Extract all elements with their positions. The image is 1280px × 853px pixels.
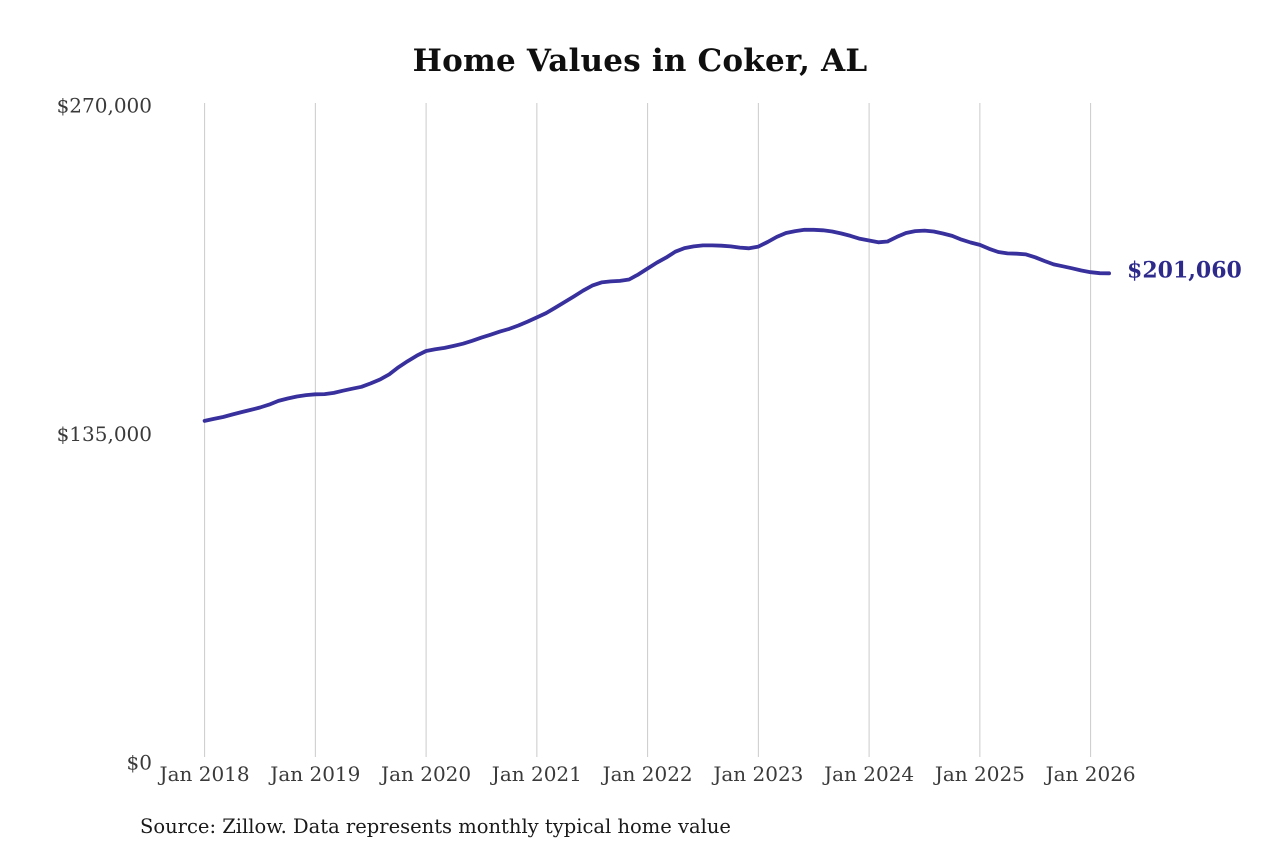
x-tick-label: Jan 2023 (711, 762, 803, 786)
x-tick-label: Jan 2024 (822, 762, 914, 786)
x-tick-label: Jan 2021 (490, 762, 582, 786)
x-tick-label: Jan 2026 (1044, 762, 1136, 786)
x-tick-label: Jan 2018 (158, 762, 250, 786)
home-value-line (202, 227, 1111, 423)
chart-title: Home Values in Coker, AL (412, 43, 868, 79)
x-tick-label: Jan 2022 (601, 762, 693, 786)
x-tick-label: Jan 2019 (268, 762, 360, 786)
x-tick-label: Jan 2025 (933, 762, 1025, 786)
x-tick-label: Jan 2020 (379, 762, 471, 786)
y-tick-label: $135,000 (57, 422, 152, 446)
y-tick-label: $270,000 (57, 94, 152, 118)
end-value-label: $201,060 (1127, 257, 1242, 283)
y-tick-label: $0 (127, 751, 152, 775)
source-note: Source: Zillow. Data represents monthly … (140, 815, 731, 838)
